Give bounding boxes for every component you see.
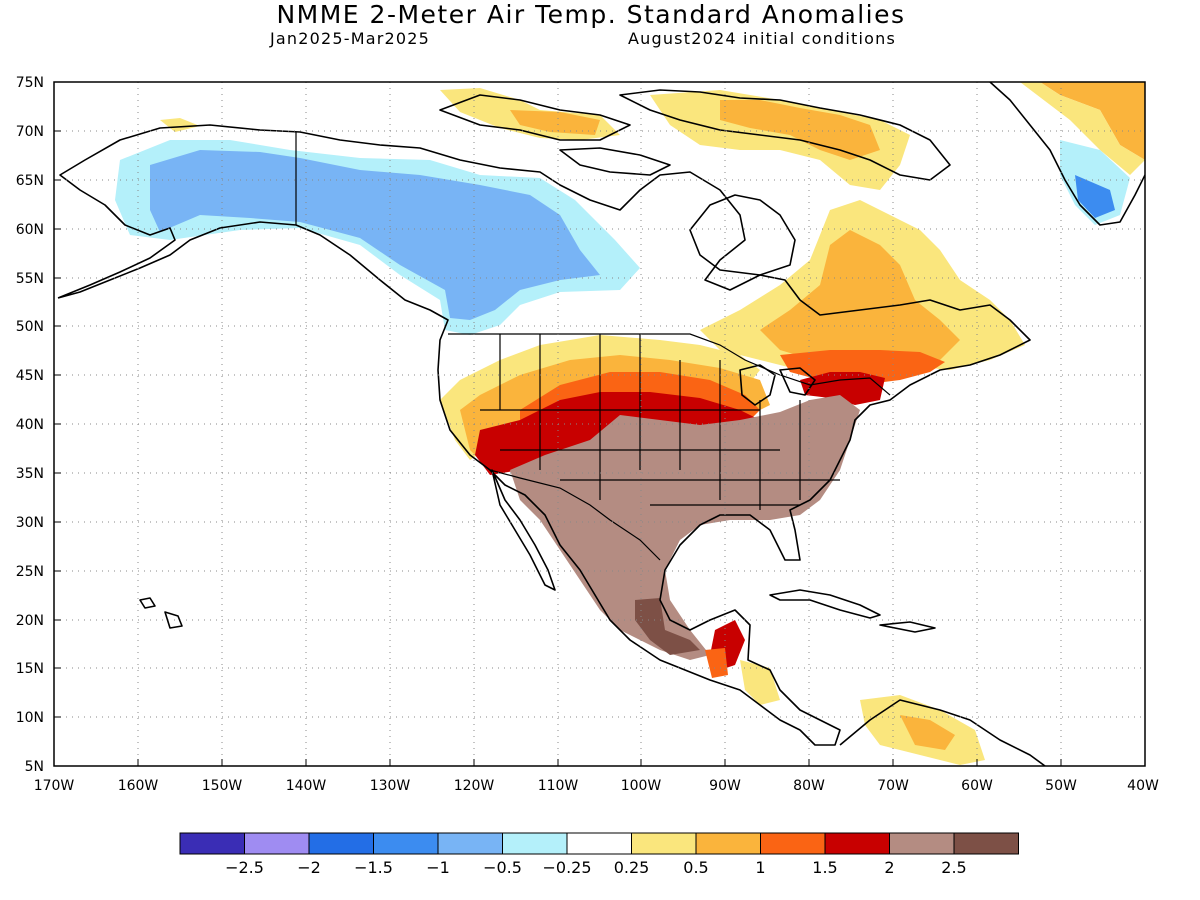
lon-label: 150W (202, 778, 243, 794)
lon-label: 100W (621, 778, 662, 794)
color-bar-label: 1.5 (812, 858, 837, 877)
color-bar-swatch (179, 832, 245, 855)
color-bar-label: −0.5 (483, 858, 522, 877)
greenland-warm-region (1040, 82, 1145, 160)
cold-anomaly-region (150, 150, 600, 320)
color-bar-labels: −2.5 −2 −1.5 −1 −0.5 −0.25 0.25 0.5 1 1.5 2 2.5 (225, 858, 967, 877)
greenland-light-warm-region (1020, 82, 1145, 175)
lat-label: 10N (16, 710, 44, 726)
lon-label: 160W (118, 778, 159, 794)
lat-label: 55N (16, 271, 44, 287)
map-plot-area (54, 82, 1145, 766)
lat-label: 30N (16, 515, 44, 531)
lon-label: 90W (709, 778, 741, 794)
color-bar-swatch (373, 832, 439, 855)
lon-label: 60W (961, 778, 993, 794)
lon-label: 70W (877, 778, 909, 794)
color-bar-label: −1 (426, 858, 450, 877)
color-bar-label: −0.25 (542, 858, 591, 877)
lat-label: 75N (16, 75, 44, 91)
lat-label: 15N (16, 661, 44, 677)
color-bar-swatch (695, 832, 761, 855)
lat-label: 35N (16, 466, 44, 482)
color-bar-swatch (566, 832, 632, 855)
color-bar-label: 2 (884, 858, 894, 877)
lon-label: 50W (1045, 778, 1077, 794)
color-bar-swatch (308, 832, 374, 855)
lon-axis (137, 759, 1062, 766)
lat-label: 25N (16, 564, 44, 580)
color-bar-swatch (631, 832, 697, 855)
central-america-strong-warm (705, 648, 728, 678)
lon-label: 80W (793, 778, 825, 794)
color-bar-swatch (244, 832, 310, 855)
mexico-extreme-core (635, 598, 700, 655)
color-bar-label: −2.5 (225, 858, 264, 877)
lon-label: 40W (1127, 778, 1159, 794)
color-bar-swatch (953, 832, 1019, 855)
lat-label: 5N (25, 759, 44, 775)
color-bar-swatch (760, 832, 826, 855)
lat-label: 60N (16, 222, 44, 238)
color-bar-label: 0.5 (683, 858, 708, 877)
color-bar-label: −2 (297, 858, 321, 877)
lat-label: 45N (16, 368, 44, 384)
political-borders (295, 132, 891, 561)
lon-label: 130W (370, 778, 411, 794)
initial-conditions: August2024 initial conditions (628, 29, 896, 48)
lat-label: 40N (16, 417, 44, 433)
map-title: NMME 2-Meter Air Temp. Standard Anomalie… (276, 0, 906, 29)
color-bar-swatch (437, 832, 503, 855)
greenland-cold-core (1075, 175, 1115, 218)
color-bar-swatch (502, 832, 568, 855)
lat-label: 70N (16, 124, 44, 140)
color-bar-swatch (889, 832, 955, 855)
south-us-extreme-warm (510, 395, 860, 660)
forecast-period: Jan2025-Mar2025 (270, 29, 431, 48)
color-bar-swatch (824, 832, 890, 855)
east-canada-warm (760, 230, 960, 362)
lon-label: 170W (34, 778, 75, 794)
lat-label: 65N (16, 173, 44, 189)
lon-label: 110W (538, 778, 579, 794)
color-bar-label: 1 (755, 858, 765, 877)
lat-axis (54, 81, 61, 718)
coastlines (57, 82, 1145, 766)
color-bar-label: 2.5 (941, 858, 966, 877)
color-bar-label: −1.5 (354, 858, 393, 877)
arctic-warm-core (510, 100, 880, 160)
lat-label: 50N (16, 319, 44, 335)
color-bar-label: 0.25 (614, 858, 650, 877)
color-bar-legend (179, 832, 1019, 855)
lon-label: 120W (454, 778, 495, 794)
south-america-warm (900, 715, 955, 750)
lon-label: 140W (286, 778, 327, 794)
lat-label: 20N (16, 613, 44, 629)
lon-gridlines (137, 82, 1062, 766)
